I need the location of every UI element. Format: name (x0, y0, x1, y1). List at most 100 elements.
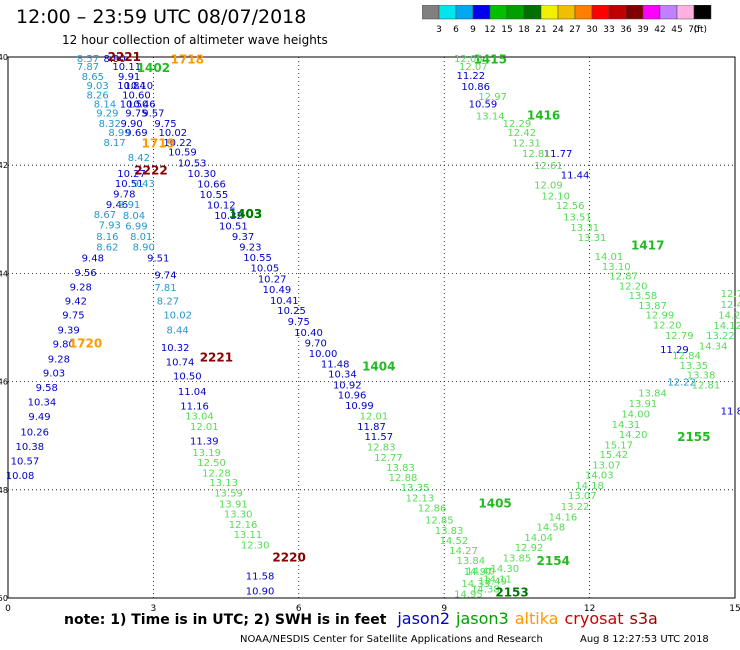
data-point-label: 12.81 (692, 380, 721, 391)
data-point-label: 10.57 (11, 457, 40, 468)
data-point-label: 10.40 (294, 328, 323, 339)
data-point-label: 10.51 (219, 221, 248, 232)
data-point-label: 9.90 (120, 119, 142, 130)
data-point-label: 11.48 (321, 360, 350, 371)
data-point-label: 13.83 (386, 463, 415, 474)
colorbar-level: 3 (436, 25, 442, 35)
mission-legend-item: cryosat (564, 609, 624, 628)
colorbar-level: 70 (688, 25, 700, 35)
data-point-label: 13.19 (192, 448, 221, 459)
data-point-label: 12.97 (478, 92, 507, 103)
pass-label: 1720 (69, 337, 102, 351)
data-point-label: 8.42 (128, 153, 150, 164)
data-point-label: 10.74 (166, 358, 195, 369)
data-point-label: 14.97 (464, 567, 493, 578)
data-point-label: 9.56 (74, 268, 96, 279)
data-point-label: 14.16 (549, 512, 578, 523)
mission-legend-item: jason3 (456, 609, 509, 628)
data-point-label: 8.90 (103, 54, 125, 65)
data-point-label: 8.57 (77, 54, 99, 65)
data-point-label: 14.01 (595, 252, 624, 263)
data-point-label: 11.29 (660, 345, 689, 356)
data-point-label: 12.05 (454, 54, 483, 65)
data-point-label: 13.59 (214, 489, 243, 500)
colorbar-swatch (693, 5, 712, 20)
data-point-label: 14.38 (471, 584, 500, 595)
colorbar-level: 45 (671, 25, 682, 35)
data-point-label: 9.43 (133, 179, 155, 190)
data-point-label: 9.39 (57, 326, 79, 337)
data-point-label: 9.69 (125, 128, 147, 139)
data-point-label: 8.62 (96, 242, 118, 253)
data-point-label: 11.44 (561, 170, 590, 181)
data-point-label: 9.70 (305, 339, 327, 350)
data-point-label: 12.42 (507, 128, 536, 139)
mission-legend-item: altika (514, 609, 559, 628)
data-point-label: 10.27 (117, 169, 146, 180)
pass-label: 1403 (229, 207, 262, 221)
data-point-label: 11.04 (178, 387, 207, 398)
data-point-label: 8.27 (157, 296, 179, 307)
data-point-label: 12.99 (646, 311, 675, 322)
colorbar-level: 42 (654, 25, 665, 35)
y-tick-label: -44 (0, 269, 8, 278)
data-point-label: 8.26 (87, 90, 109, 101)
colorbar-level: 12 (484, 25, 495, 35)
page-subtitle: 12 hour collection of altimeter wave hei… (62, 33, 328, 47)
data-point-label: 13.91 (629, 399, 658, 410)
data-point-label: 13.04 (185, 412, 214, 423)
data-point-label: 14.30 (490, 564, 519, 575)
x-tick-label: 3 (151, 604, 157, 614)
data-point-label: 12.09 (534, 181, 563, 192)
data-point-label: 12.76 (721, 289, 740, 300)
data-point-label: 12.30 (241, 540, 270, 551)
data-point-label: 7.81 (154, 283, 176, 294)
data-point-label: 12.81 (522, 149, 551, 160)
data-point-label: 8.91 (118, 200, 140, 211)
colorbar-level: 24 (552, 25, 564, 35)
data-point-label: 13.58 (629, 291, 658, 302)
data-point-label: 10.22 (163, 138, 192, 149)
plot-frame (7, 56, 736, 599)
data-point-label: 10.51 (115, 179, 144, 190)
data-point-label: 9.75 (62, 311, 84, 322)
data-point-label: 14.33 (461, 579, 490, 590)
pass-label: 2222 (134, 164, 167, 178)
data-point-label: 13.84 (457, 556, 486, 567)
data-point-label: 8.65 (82, 72, 104, 83)
data-point-label: 14.12 (713, 321, 740, 332)
data-point-label: 11.57 (364, 432, 393, 443)
data-point-label: 11.82 (721, 406, 740, 417)
data-point-label: 10.38 (15, 442, 44, 453)
data-point-label: 12.41 (721, 300, 740, 311)
data-point-label: 15.17 (604, 440, 633, 451)
data-point-label: 7.87 (77, 62, 99, 73)
data-point-label: 10.02 (158, 128, 187, 139)
data-point-label: 14.27 (449, 546, 478, 557)
y-tick-label: -42 (0, 161, 8, 170)
data-point-label: 12.20 (619, 281, 648, 292)
data-point-label: 9.58 (36, 383, 58, 394)
y-tick-label: -50 (0, 594, 8, 603)
data-point-label: 10.50 (173, 372, 202, 383)
data-point-label: 12.86 (418, 504, 447, 515)
data-point-label: 12.22 (667, 378, 696, 389)
data-point-label: 12.85 (425, 516, 454, 527)
data-point-label: 11.22 (457, 71, 486, 82)
data-point-label: 10.60 (122, 90, 151, 101)
credit-text: NOAA/NESDIS Center for Satellite Applica… (240, 634, 543, 645)
x-tick-label: 9 (441, 604, 447, 614)
colorbar-level: 18 (518, 25, 530, 35)
pass-label: 1417 (631, 238, 664, 252)
data-point-label: 9.37 (232, 232, 254, 243)
colorbar-level: 9 (470, 25, 476, 35)
data-point-label: 10.32 (214, 211, 243, 222)
data-point-label: 8.99 (108, 128, 130, 139)
data-point-label: 12.50 (197, 458, 226, 469)
data-point-label: 13.91 (219, 499, 248, 510)
data-point-label: 10.86 (461, 82, 490, 93)
data-point-label: 12.87 (609, 272, 638, 283)
data-point-label: 9.75 (125, 109, 147, 120)
x-tick-label: 12 (584, 604, 595, 614)
